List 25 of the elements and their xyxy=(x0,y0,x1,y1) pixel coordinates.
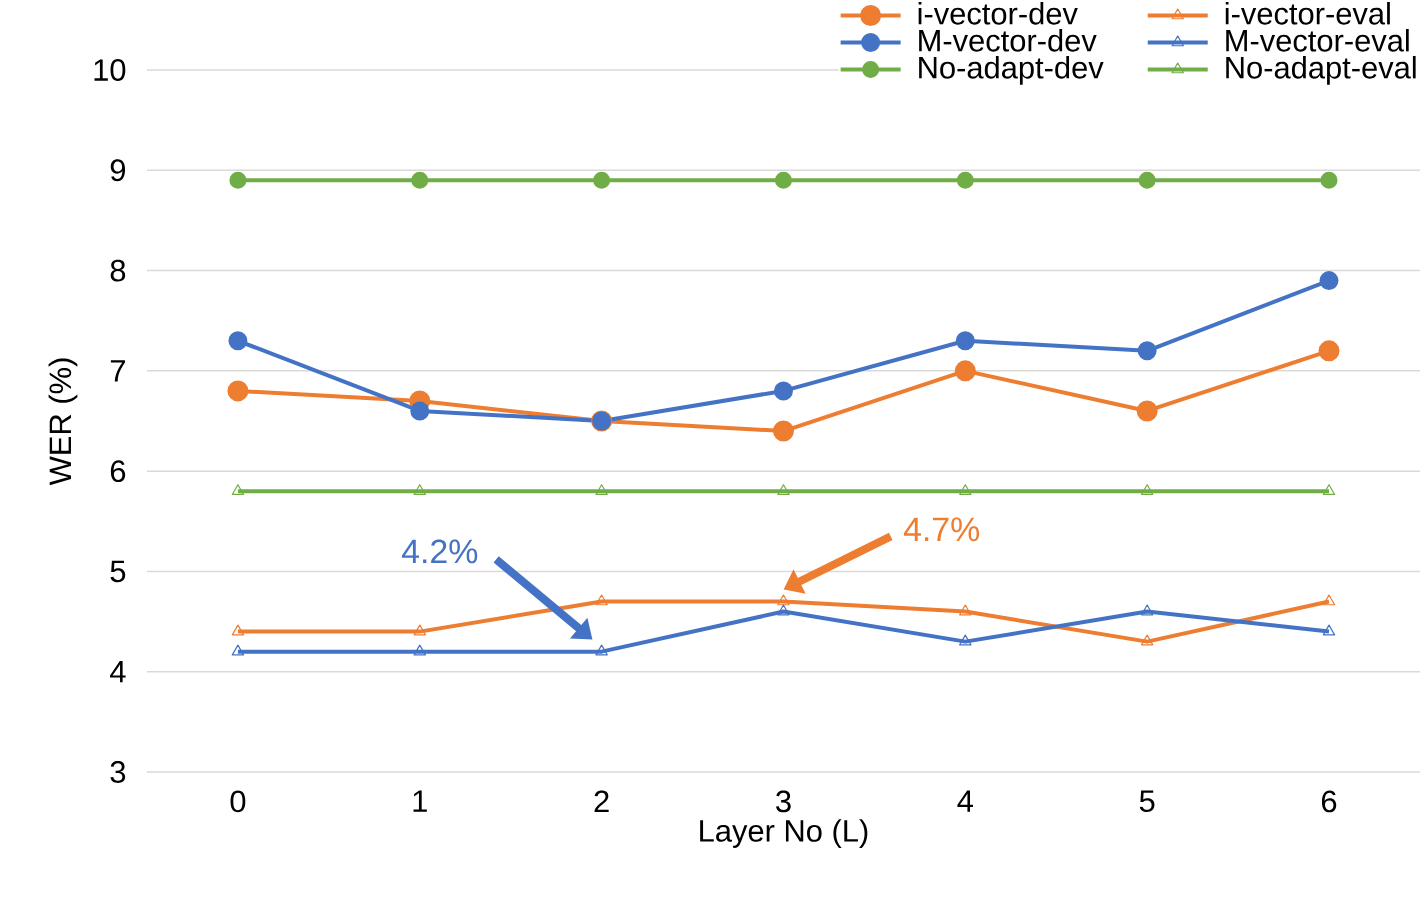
legend-label: No-adapt-eval xyxy=(1226,55,1416,85)
x-tick-label: 2 xyxy=(594,790,609,813)
y-tick-label: 4 xyxy=(110,661,126,683)
y-tick-label: 9 xyxy=(110,159,126,182)
y-tick-label: 5 xyxy=(110,560,126,583)
x-axis-title: Layer No (L) xyxy=(700,819,868,848)
y-tick-label: 3 xyxy=(110,761,126,783)
y-tick-label: 6 xyxy=(110,460,126,483)
y-tick-label: 7 xyxy=(110,360,125,382)
x-tick-label: 3 xyxy=(776,790,791,813)
legend-label: M-vector-eval xyxy=(1226,28,1409,52)
annotation: 4.2% xyxy=(401,539,478,564)
x-tick-label: 6 xyxy=(1321,790,1337,813)
legend-label: M-vector-dev xyxy=(919,28,1097,52)
y-axis-title: WER (%) xyxy=(48,358,78,486)
legend-label: i-vector-dev xyxy=(918,1,1078,25)
annotation: 4.7% xyxy=(903,517,980,542)
y-tick-label: 10 xyxy=(94,59,126,81)
x-tick-label: 5 xyxy=(1139,790,1155,813)
legend-label: i-vector-eval xyxy=(1225,1,1390,25)
y-tick-label: 8 xyxy=(110,259,126,282)
x-tick-label: 1 xyxy=(413,790,427,812)
x-tick-label: 4 xyxy=(957,790,973,812)
legend-label: No-adapt-dev xyxy=(919,55,1104,85)
x-tick-label: 0 xyxy=(230,790,246,813)
